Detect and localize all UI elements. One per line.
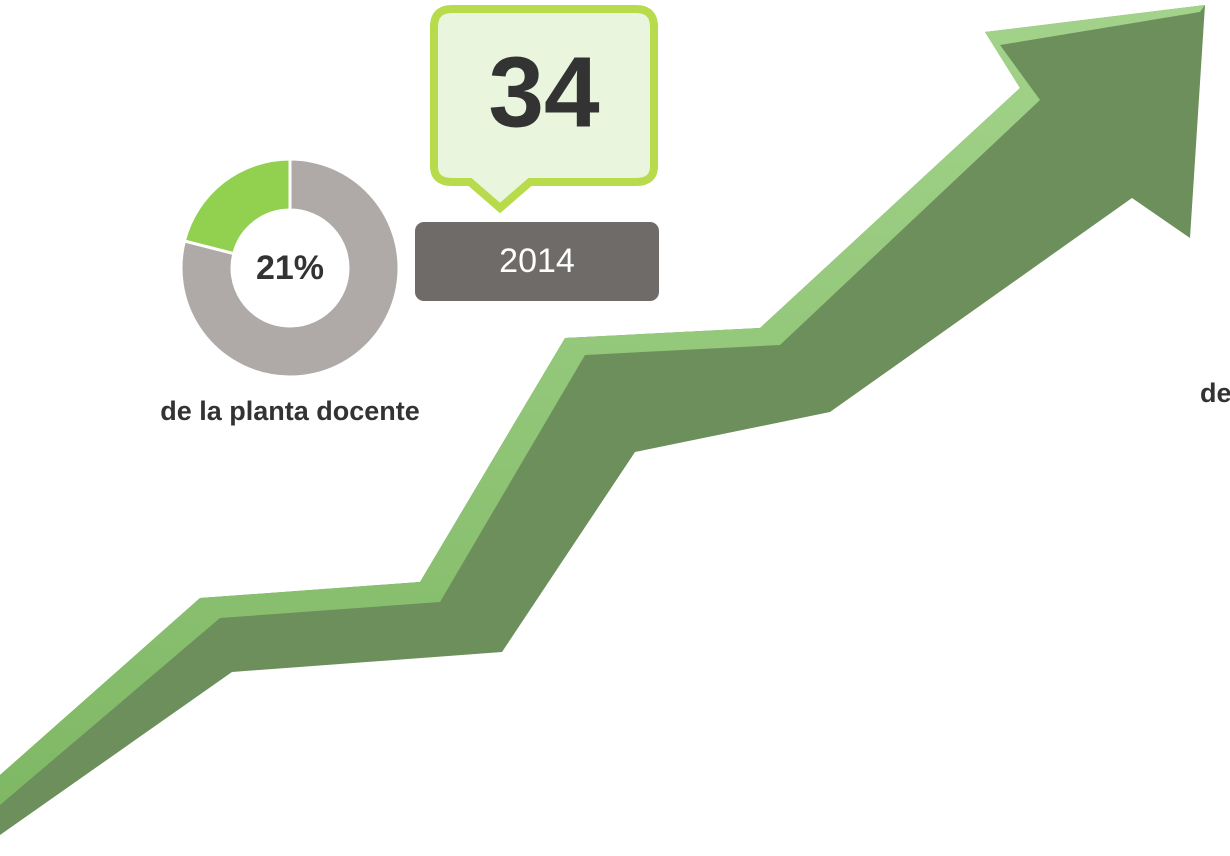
donut-caption: de la planta docente [160, 396, 420, 426]
page: 21% de la planta docente 34 2014 de (() … [0, 0, 1230, 856]
infographic: 21% de la planta docente 34 2014 de [0, 0, 1230, 856]
callout: 34 [434, 9, 654, 208]
year-label: 2014 [499, 242, 575, 280]
highlight-number: 34 [488, 36, 600, 148]
donut-value-label: 21% [256, 249, 324, 287]
right-caption: de [1200, 378, 1230, 408]
donut-segment [184, 159, 290, 254]
